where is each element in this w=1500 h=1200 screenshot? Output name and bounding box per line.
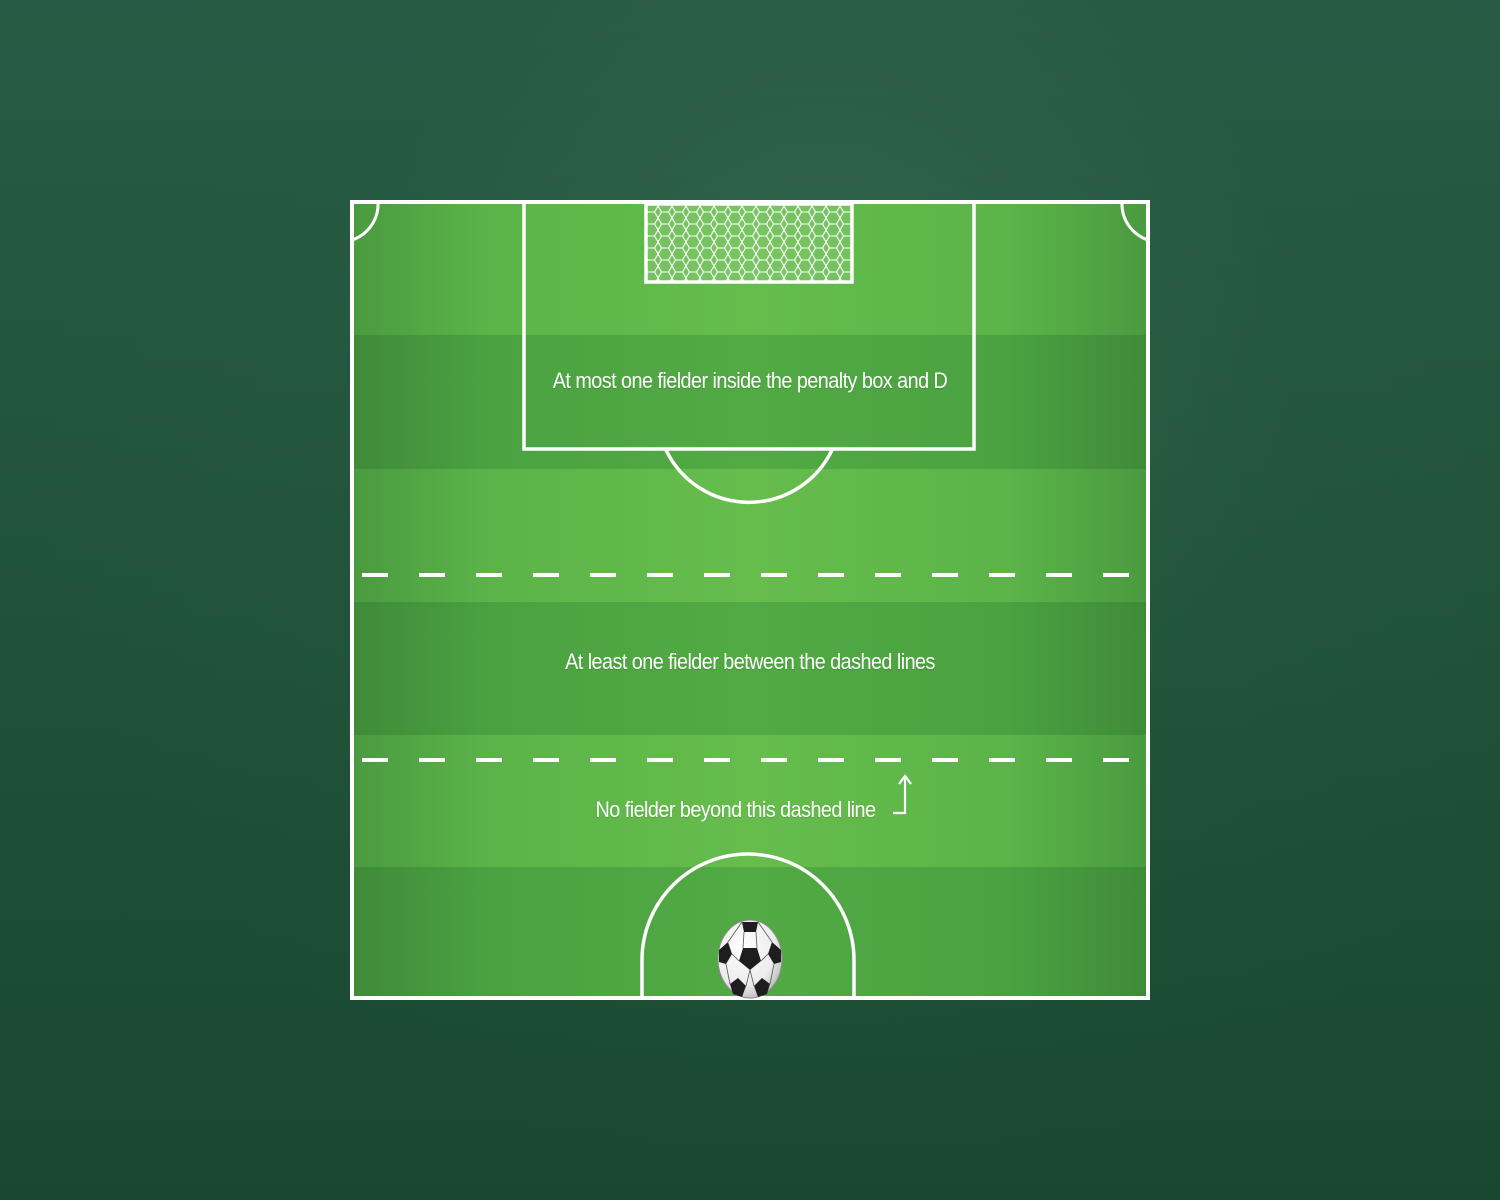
goal-net-icon [644, 202, 854, 284]
center-semicircle [640, 852, 856, 998]
pitch-boundary [350, 200, 1150, 1000]
penalty-d-arc [664, 449, 834, 505]
pitch-stripe [350, 735, 1150, 867]
beyond-line-rule: No fielder beyond this dashed line [595, 797, 876, 822]
corner-arc [1120, 201, 1149, 242]
up-arrow-icon [893, 774, 912, 815]
soccer-ball-icon [717, 919, 783, 999]
football-pitch: At most one fielder inside the penalty b… [350, 200, 1150, 1000]
pitch-stripe [350, 469, 1150, 602]
pitch-markings [350, 200, 1150, 1000]
penalty-box-rule: At most one fielder inside the penalty b… [552, 368, 948, 393]
between-lines-rule: At least one fielder between the dashed … [565, 649, 935, 674]
pitch-stripe [350, 602, 1150, 735]
pitch-stripe [350, 335, 1150, 469]
corner-arc [351, 201, 380, 242]
penalty-box [522, 200, 976, 451]
